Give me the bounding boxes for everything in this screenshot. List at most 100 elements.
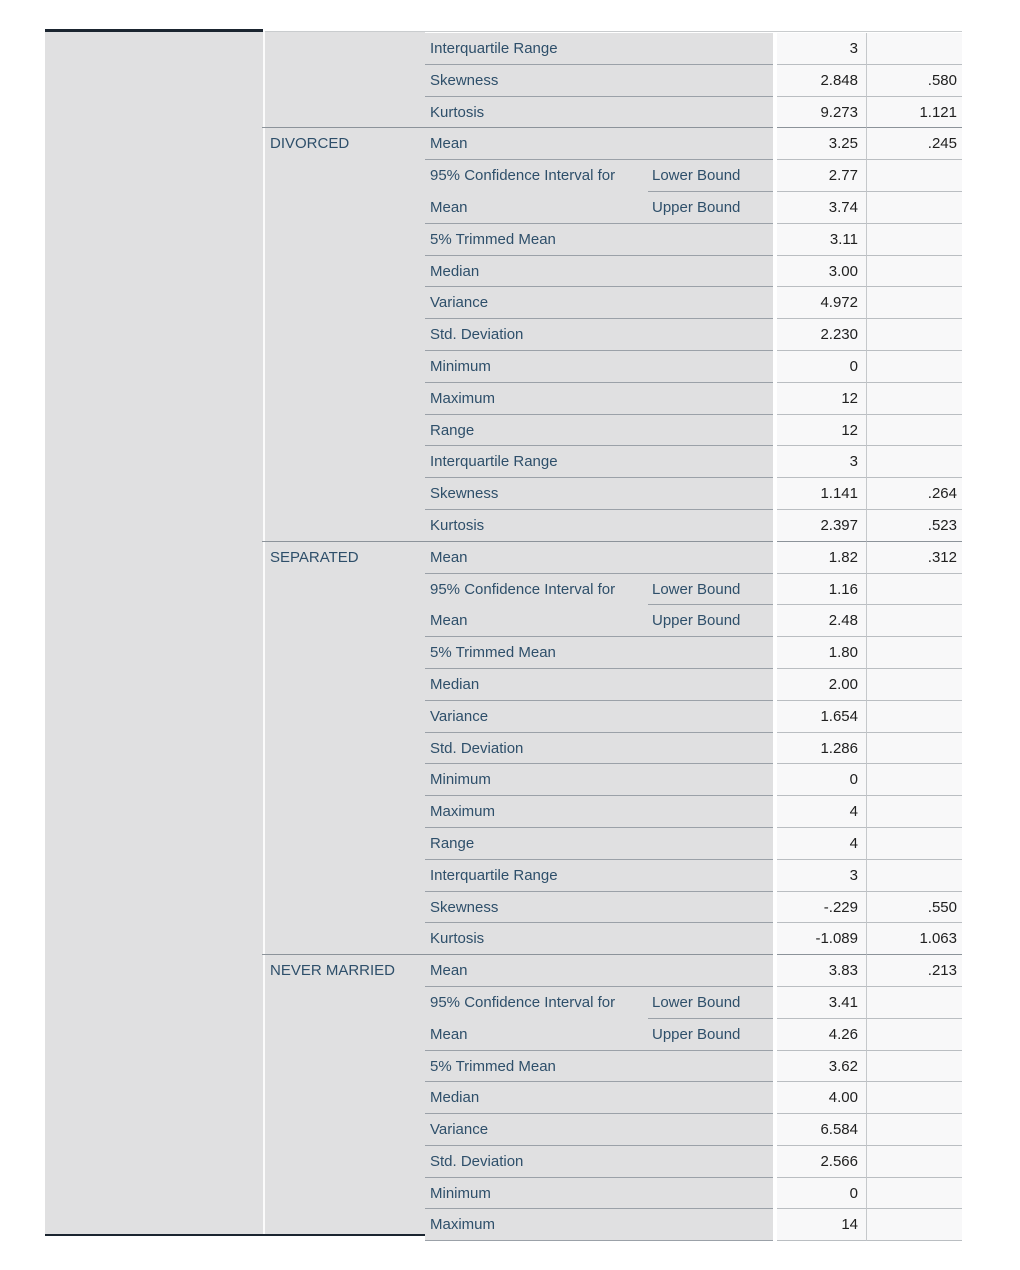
std-error-cell bbox=[866, 1018, 962, 1051]
bound-label-cell bbox=[648, 96, 773, 129]
stat-label-cell: Skewness bbox=[425, 478, 648, 510]
std-error-cell bbox=[866, 287, 962, 320]
stat-label-cell: 5% Trimmed Mean bbox=[425, 223, 648, 256]
statistic-value-cell: 4.00 bbox=[777, 1082, 866, 1115]
bound-label-cell bbox=[648, 796, 773, 828]
table-row: Std. Deviation 2.566 bbox=[262, 1145, 962, 1178]
pane-bottom-border bbox=[45, 1233, 425, 1236]
group-label-cell bbox=[262, 256, 425, 288]
statistic-value-cell: 0 bbox=[777, 350, 866, 383]
statistic-value-cell: 1.82 bbox=[777, 541, 866, 574]
table-row: Minimum 0 bbox=[262, 1177, 962, 1210]
table-row: Skewness -.229.550 bbox=[262, 891, 962, 924]
std-error-cell bbox=[866, 1050, 962, 1083]
std-error-cell: .213 bbox=[866, 955, 962, 987]
table-row: 95% Confidence Interval for Lower Bound 3.… bbox=[262, 986, 962, 1019]
std-error-cell bbox=[866, 827, 962, 860]
group-label-cell bbox=[262, 478, 425, 510]
statistic-value-cell: 6.584 bbox=[777, 1114, 866, 1146]
table-top-border bbox=[263, 30, 962, 32]
stat-label-cell: Minimum bbox=[425, 350, 648, 383]
statistic-value-cell: 3.11 bbox=[777, 223, 866, 256]
stat-label-cell: Std. Deviation bbox=[425, 319, 648, 351]
stat-label-cell: 5% Trimmed Mean bbox=[425, 637, 648, 669]
statistic-value-cell: 12 bbox=[777, 382, 866, 415]
std-error-cell: 1.121 bbox=[866, 96, 962, 129]
std-error-cell bbox=[866, 1145, 962, 1178]
std-error-cell: .550 bbox=[866, 891, 962, 924]
bound-label-cell bbox=[648, 128, 773, 161]
column-gap bbox=[773, 509, 777, 542]
statistic-value-cell: 2.230 bbox=[777, 319, 866, 351]
column-gap bbox=[773, 1145, 777, 1178]
column-gap bbox=[773, 319, 777, 351]
column-gap bbox=[773, 64, 777, 97]
statistic-value-cell: 3.74 bbox=[777, 191, 866, 224]
statistic-value-cell: 1.654 bbox=[777, 700, 866, 733]
bound-label-cell bbox=[648, 255, 773, 288]
std-error-cell bbox=[866, 382, 962, 415]
column-gap bbox=[773, 573, 777, 606]
bound-label-cell bbox=[648, 33, 773, 65]
group-label-cell bbox=[262, 669, 425, 701]
std-error-cell bbox=[866, 668, 962, 701]
table-row: Mean Upper Bound 3.74 bbox=[262, 191, 962, 224]
group-label-cell bbox=[262, 1051, 425, 1083]
table-row: Range 4 bbox=[262, 827, 962, 860]
group-label-cell bbox=[262, 383, 425, 415]
std-error-cell: .580 bbox=[866, 64, 962, 97]
stat-label-cell: Minimum bbox=[425, 764, 648, 797]
group-label-cell bbox=[262, 701, 425, 733]
statistic-value-cell: 1.286 bbox=[777, 732, 866, 765]
table-row: Skewness 1.141.264 bbox=[262, 478, 962, 510]
table-row: Median 4.00 bbox=[262, 1082, 962, 1115]
stat-label-cell: Std. Deviation bbox=[425, 732, 648, 765]
group-label-cell bbox=[262, 574, 425, 606]
table-row: Interquartile Range 3 bbox=[262, 33, 962, 65]
column-gap bbox=[773, 668, 777, 701]
bound-label-cell bbox=[648, 668, 773, 701]
statistic-value-cell: 2.566 bbox=[777, 1145, 866, 1178]
column-gap bbox=[773, 96, 777, 129]
stat-label-cell: 95% Confidence Interval for bbox=[425, 160, 648, 192]
stat-label-cell: Mean bbox=[425, 1018, 648, 1051]
statistic-value-cell: 1.141 bbox=[777, 478, 866, 510]
std-error-cell bbox=[866, 319, 962, 351]
bound-label-cell bbox=[648, 1209, 773, 1242]
column-gap bbox=[773, 414, 777, 447]
column-gap bbox=[773, 541, 777, 574]
group-label-cell bbox=[262, 510, 425, 542]
stat-label-cell: Interquartile Range bbox=[425, 446, 648, 479]
table-row: Minimum 0 bbox=[262, 764, 962, 797]
statistic-value-cell: 2.48 bbox=[777, 605, 866, 638]
table-row: 5% Trimmed Mean 1.80 bbox=[262, 637, 962, 669]
pane-top-border bbox=[45, 29, 263, 32]
table-row: Variance 1.654 bbox=[262, 700, 962, 733]
group-label-cell bbox=[262, 605, 425, 637]
stat-label-cell: Mean bbox=[425, 605, 648, 638]
group-label-cell bbox=[262, 1082, 425, 1114]
std-error-cell bbox=[866, 255, 962, 288]
stat-label-cell: 95% Confidence Interval for bbox=[425, 986, 648, 1019]
table-row: Median 3.00 bbox=[262, 255, 962, 288]
column-gap bbox=[773, 128, 777, 161]
bound-label-cell: Upper Bound bbox=[648, 605, 773, 638]
bound-label-cell: Lower Bound bbox=[648, 986, 773, 1019]
descriptives-table[interactable]: Interquartile Range 3 Skewness 2.848.580 Kur… bbox=[262, 31, 962, 1243]
group-label-cell bbox=[262, 923, 425, 956]
stat-label-cell: Maximum bbox=[425, 1209, 648, 1242]
column-gap bbox=[773, 700, 777, 733]
std-error-cell bbox=[866, 986, 962, 1019]
bound-label-cell: Upper Bound bbox=[648, 1018, 773, 1051]
statistic-value-cell: 1.80 bbox=[777, 637, 866, 669]
table-row: Interquartile Range 3 bbox=[262, 859, 962, 892]
table-row: 95% Confidence Interval for Lower Bound 2.… bbox=[262, 160, 962, 192]
statistic-value-cell: 3.62 bbox=[777, 1050, 866, 1083]
column-gap bbox=[773, 33, 777, 65]
column-gap bbox=[773, 1177, 777, 1210]
column-gap bbox=[773, 955, 777, 987]
std-error-cell bbox=[866, 191, 962, 224]
statistic-value-cell: 14 bbox=[777, 1209, 866, 1242]
std-error-cell bbox=[866, 637, 962, 669]
